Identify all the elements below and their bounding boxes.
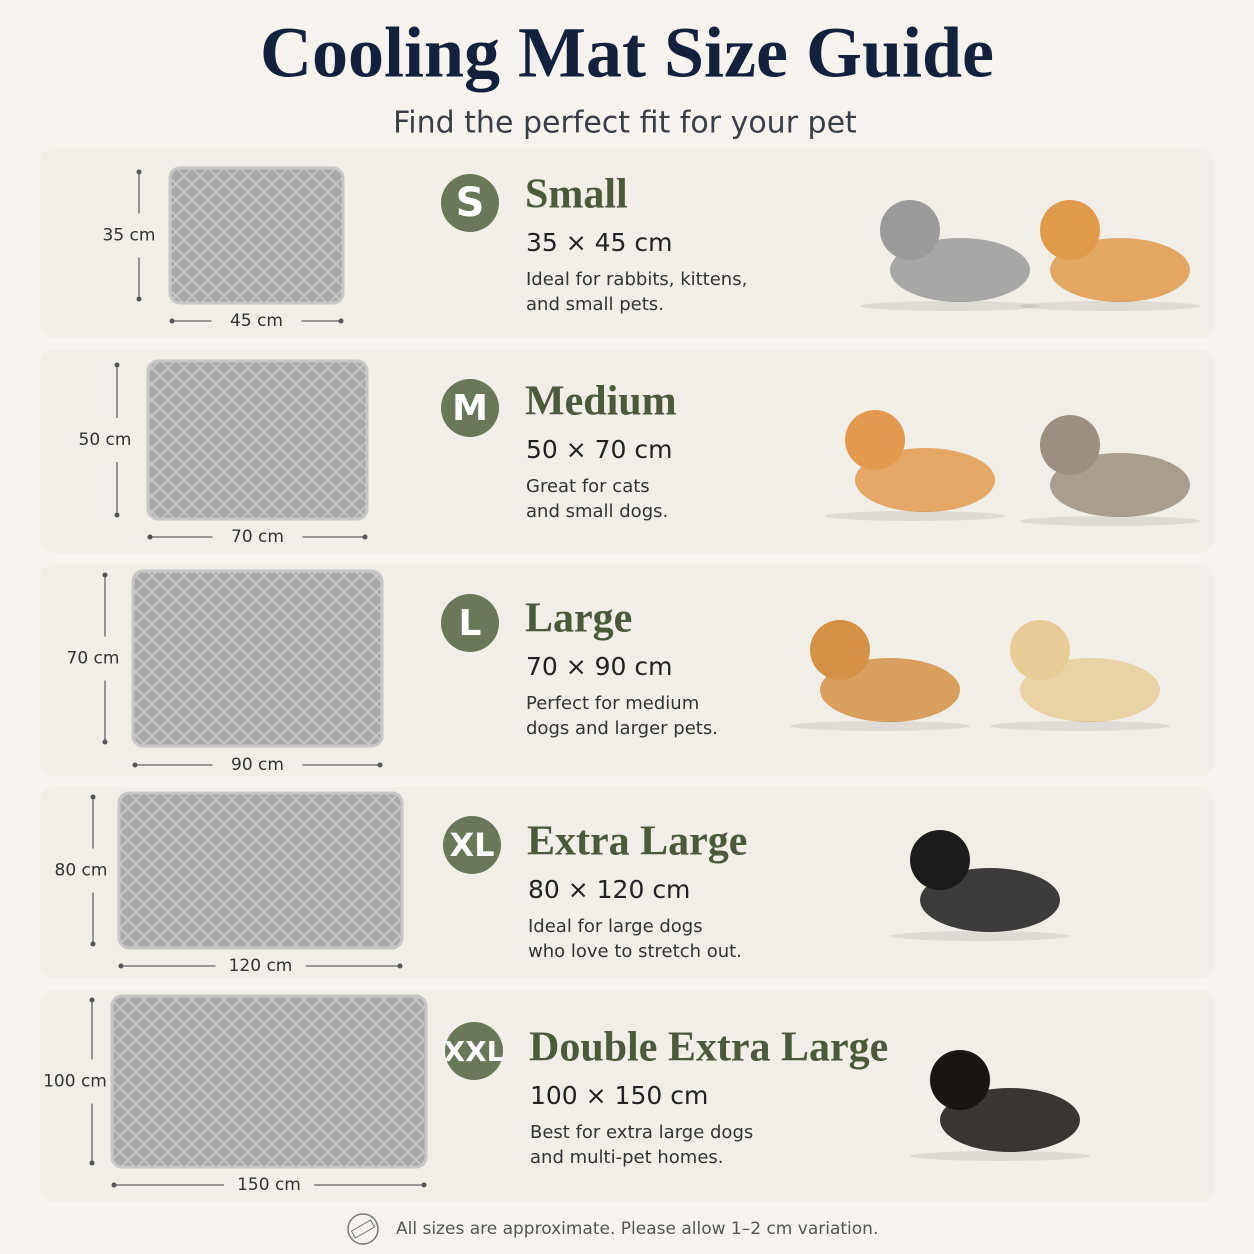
dot (114, 512, 120, 518)
dot (132, 762, 138, 768)
height-label: 100 cm (43, 1072, 107, 1092)
dot (118, 963, 124, 969)
size-description: Best for extra large dogs (530, 1122, 753, 1143)
mat (146, 359, 369, 521)
size-description: Ideal for rabbits, kittens, (526, 269, 747, 290)
dot (90, 941, 96, 947)
size-name: Extra Large (527, 819, 747, 865)
size-description: Great for cats (526, 476, 650, 497)
dot (102, 739, 108, 745)
size-badge-label: XXL (443, 1035, 504, 1068)
dot (111, 1182, 117, 1188)
width-label: 45 cm (230, 311, 283, 331)
footer-note: All sizes are approximate. Please allow … (396, 1219, 878, 1239)
width-label: 120 cm (229, 956, 293, 976)
mat (168, 166, 345, 305)
pet-shadow (890, 931, 1070, 941)
width-label: 70 cm (231, 527, 284, 547)
width-label: 90 cm (231, 755, 284, 775)
size-description: and small pets. (526, 294, 664, 315)
size-badge (441, 174, 499, 232)
pet-head (1040, 415, 1100, 475)
dot (338, 318, 344, 324)
pet-shadow (1020, 516, 1200, 526)
size-description: who love to stretch out. (528, 941, 742, 962)
pet-shadow (1020, 301, 1200, 311)
size-dimensions: 100 × 150 cm (530, 1081, 708, 1110)
height-label: 35 cm (103, 226, 156, 246)
size-dimensions: 35 × 45 cm (526, 228, 673, 257)
mat (117, 791, 404, 950)
mat (131, 569, 384, 748)
size-rows: 35 cm 45 cm S Small 35 × 45 cm Ideal for rabb… (40, 148, 1214, 1202)
size-description: dogs and larger pets. (526, 718, 718, 739)
pet-shadow (860, 301, 1040, 311)
pet-head (1040, 200, 1100, 260)
size-badge (445, 1022, 503, 1080)
dot (102, 572, 108, 578)
dot (89, 1160, 95, 1166)
height-label: 70 cm (67, 649, 120, 669)
pet-head (880, 200, 940, 260)
dot (397, 963, 403, 969)
dot (136, 296, 142, 302)
mat (110, 994, 428, 1169)
pet-head (810, 620, 870, 680)
size-badge-label: L (459, 603, 482, 644)
size-badge (441, 379, 499, 437)
width-label: 150 cm (237, 1175, 301, 1195)
pet-shadow (825, 511, 1005, 521)
size-name: Double Extra Large (529, 1025, 888, 1071)
dot (89, 997, 95, 1003)
size-dimensions: 70 × 90 cm (526, 652, 673, 681)
dot (362, 534, 368, 540)
height-label: 80 cm (55, 861, 108, 881)
ruler-icon (347, 1213, 379, 1245)
pet-head (845, 410, 905, 470)
size-description: Perfect for medium (526, 693, 699, 714)
size-badge-label: S (456, 180, 485, 226)
size-badge-label: XL (449, 826, 494, 864)
subtitle: Find the perfect fit for your pet (393, 106, 857, 141)
size-badge (441, 594, 499, 652)
size-badge (443, 816, 501, 874)
dot (90, 794, 96, 800)
dot (421, 1182, 427, 1188)
size-name: Medium (525, 379, 677, 425)
pet-shadow (910, 1151, 1090, 1161)
size-name: Small (525, 172, 628, 218)
title: Cooling Mat Size Guide (260, 13, 994, 93)
pet-shadow (990, 721, 1170, 731)
dot (136, 169, 142, 175)
size-description: Ideal for large dogs (528, 916, 703, 937)
dot (114, 362, 120, 368)
size-dimensions: 80 × 120 cm (528, 875, 690, 904)
size-name: Large (525, 596, 632, 642)
dot (147, 534, 153, 540)
height-label: 50 cm (79, 430, 132, 450)
size-dimensions: 50 × 70 cm (526, 435, 673, 464)
dot (169, 318, 175, 324)
size-description: and multi-pet homes. (530, 1147, 724, 1168)
pet-head (930, 1050, 990, 1110)
size-badge-label: M (452, 388, 488, 429)
pet-head (910, 830, 970, 890)
size-description: and small dogs. (526, 501, 668, 522)
dot (377, 762, 383, 768)
pet-shadow (790, 721, 970, 731)
ruler-icon-bar (350, 1219, 376, 1239)
pet-head (1010, 620, 1070, 680)
